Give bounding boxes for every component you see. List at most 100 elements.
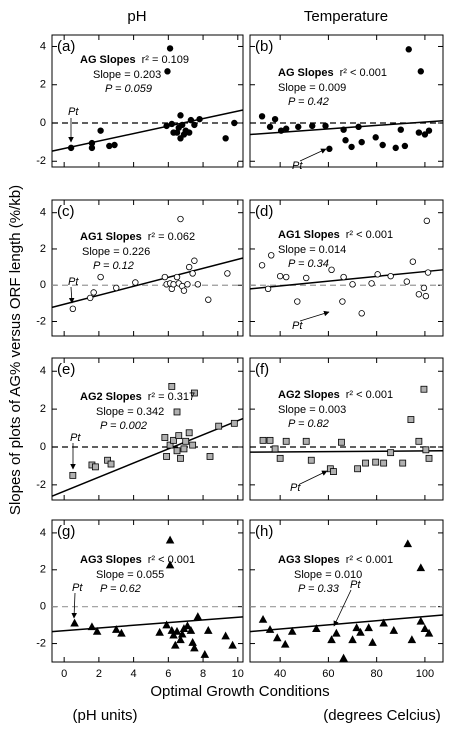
point: [179, 121, 186, 129]
annotation-arrow: [299, 148, 327, 162]
y-tick-label: -2: [36, 155, 46, 167]
point: [421, 131, 429, 138]
point: [230, 419, 238, 427]
x-units: (pH units): [72, 707, 137, 724]
point: [340, 126, 347, 133]
slope-text: Slope = 0.342: [96, 406, 164, 418]
r-squared: r² < 0.001: [346, 389, 393, 401]
point: [113, 284, 120, 292]
y-tick-label: 2: [40, 243, 46, 255]
point: [420, 385, 428, 393]
point: [415, 291, 423, 298]
point: [422, 292, 430, 300]
r-squared: r² < 0.001: [346, 229, 393, 241]
point: [374, 271, 381, 278]
annotation-arrow: [299, 310, 330, 322]
point: [397, 126, 404, 133]
p-value: P = 0.82: [288, 418, 329, 430]
point: [264, 285, 272, 293]
point: [176, 635, 185, 644]
point: [162, 620, 171, 629]
annotation-arrow: [71, 592, 77, 619]
point: [185, 263, 193, 271]
point: [191, 257, 198, 264]
panel-frame: [249, 519, 444, 663]
point: [104, 456, 111, 464]
slope-text: Slope = 0.009: [278, 82, 346, 94]
x-tick-label: 4: [131, 668, 137, 680]
point: [420, 624, 430, 633]
point: [282, 273, 290, 281]
column-title: pH: [127, 8, 146, 25]
point: [180, 445, 188, 453]
fit-line: [51, 616, 244, 633]
point: [228, 640, 237, 649]
point: [117, 628, 126, 637]
point: [175, 432, 183, 440]
x-tick-label: 40: [274, 668, 286, 680]
fit-line: [51, 257, 244, 309]
point: [164, 68, 171, 75]
point: [372, 134, 379, 141]
point: [280, 639, 290, 648]
annotation-arrow: [68, 286, 75, 304]
point: [163, 122, 170, 130]
point: [403, 278, 411, 285]
point: [309, 122, 316, 130]
point: [312, 624, 321, 633]
point: [168, 120, 176, 128]
point: [222, 135, 229, 142]
annotation: Pt: [68, 276, 79, 288]
point: [354, 465, 361, 473]
point: [221, 631, 230, 640]
point: [355, 123, 362, 131]
point: [97, 273, 104, 281]
point: [166, 45, 174, 52]
point: [425, 454, 433, 462]
point: [271, 445, 279, 453]
point: [420, 284, 428, 292]
fit-line: [249, 614, 444, 633]
point: [170, 281, 177, 288]
point: [173, 447, 181, 455]
panel-label: (g): [57, 523, 75, 540]
point: [401, 142, 409, 150]
point: [97, 127, 104, 134]
annotation-arrow: [333, 589, 352, 627]
panel-frame: [51, 519, 244, 663]
point: [348, 143, 355, 151]
point: [295, 123, 302, 131]
r-squared: r² < 0.001: [148, 554, 195, 566]
point: [379, 141, 386, 149]
point: [379, 618, 388, 627]
point: [303, 274, 310, 282]
point: [258, 113, 266, 120]
point: [399, 459, 407, 467]
point: [193, 612, 203, 621]
slope-text: Slope = 0.014: [278, 244, 346, 256]
point: [287, 626, 297, 635]
point: [171, 640, 180, 649]
y-tick-label: 0: [40, 601, 46, 613]
point: [387, 449, 395, 457]
point: [405, 46, 412, 53]
point: [307, 456, 315, 464]
panel-frame: [51, 34, 244, 168]
point: [266, 123, 274, 131]
point: [409, 258, 417, 265]
point: [258, 614, 268, 623]
y-tick-label: 2: [40, 79, 46, 91]
x-tick-label: 8: [200, 668, 206, 680]
r-squared: r² = 0.317: [148, 391, 195, 403]
p-value: P = 0.12: [93, 260, 134, 272]
point: [189, 441, 197, 449]
point: [322, 122, 329, 130]
point: [196, 115, 203, 123]
r-squared: r² < 0.001: [346, 554, 393, 566]
p-value: P = 0.34: [288, 258, 329, 270]
point: [259, 436, 267, 444]
point: [166, 441, 174, 449]
point: [268, 252, 275, 259]
point: [173, 273, 181, 281]
